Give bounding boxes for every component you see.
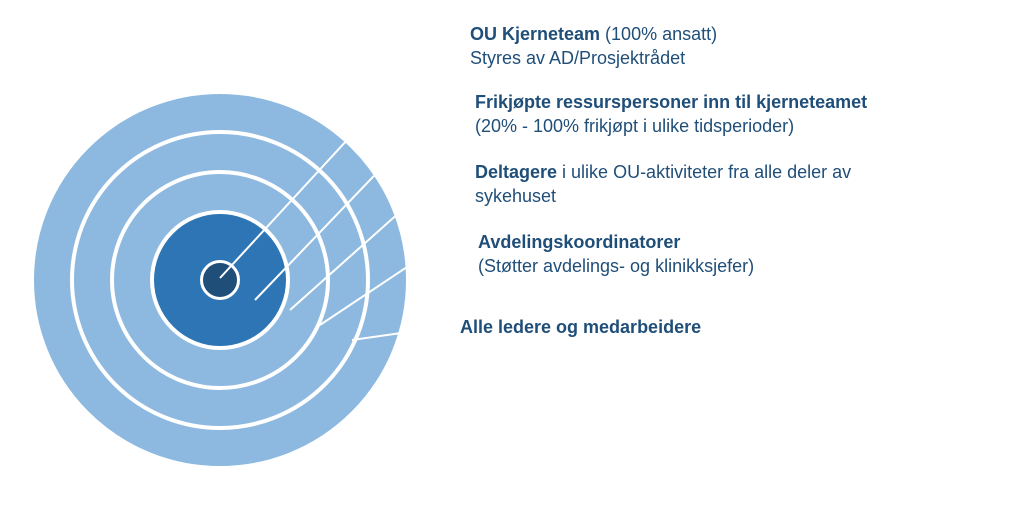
label-lbl5: Alle ledere og medarbeidere bbox=[460, 315, 701, 339]
label-text-bold: OU Kjerneteam bbox=[470, 24, 605, 44]
label-line: Alle ledere og medarbeidere bbox=[460, 315, 701, 339]
label-text-bold: Deltagere bbox=[475, 162, 562, 182]
label-lbl2: Frikjøpte ressurspersoner inn til kjerne… bbox=[475, 90, 867, 139]
concentric-diagram: OU Kjerneteam (100% ansatt)Styres av AD/… bbox=[0, 0, 1024, 509]
label-line: sykehuset bbox=[475, 184, 851, 208]
label-line: Frikjøpte ressurspersoner inn til kjerne… bbox=[475, 90, 867, 114]
label-text: (Støtter avdelings- og klinikksjefer) bbox=[478, 256, 754, 276]
label-text-bold: Avdelingskoordinatorer bbox=[478, 232, 680, 252]
label-line: Deltagere i ulike OU-aktiviteter fra all… bbox=[475, 160, 851, 184]
label-line: OU Kjerneteam (100% ansatt) bbox=[470, 22, 717, 46]
label-line: (20% - 100% frikjøpt i ulike tidsperiode… bbox=[475, 114, 867, 138]
label-text: sykehuset bbox=[475, 186, 556, 206]
label-text-bold: Frikjøpte ressurspersoner inn til kjerne… bbox=[475, 92, 867, 112]
label-text: i ulike OU-aktiviteter fra alle deler av bbox=[562, 162, 851, 182]
label-text: (20% - 100% frikjøpt i ulike tidsperiode… bbox=[475, 116, 794, 136]
label-line: (Støtter avdelings- og klinikksjefer) bbox=[478, 254, 754, 278]
label-lbl3: Deltagere i ulike OU-aktiviteter fra all… bbox=[475, 160, 851, 209]
ring-ring1 bbox=[200, 260, 240, 300]
label-lbl1: OU Kjerneteam (100% ansatt)Styres av AD/… bbox=[470, 22, 717, 71]
label-text-bold: Alle ledere og medarbeidere bbox=[460, 317, 701, 337]
label-text: (100% ansatt) bbox=[605, 24, 717, 44]
label-lbl4: Avdelingskoordinatorer (Støtter avdelings… bbox=[478, 230, 754, 279]
label-line: Avdelingskoordinatorer bbox=[478, 230, 754, 254]
label-text: Styres av AD/Prosjektrådet bbox=[470, 48, 685, 68]
label-line: Styres av AD/Prosjektrådet bbox=[470, 46, 717, 70]
